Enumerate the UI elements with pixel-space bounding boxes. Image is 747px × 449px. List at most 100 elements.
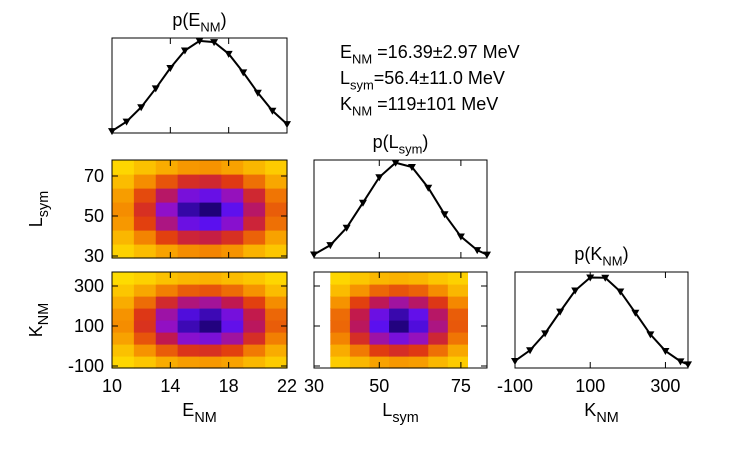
heatmap-cell bbox=[389, 272, 410, 285]
heatmap-cell bbox=[177, 272, 201, 285]
heatmap-cell bbox=[199, 284, 222, 297]
heatmap-cell bbox=[177, 202, 201, 217]
marker bbox=[616, 288, 625, 296]
heatmap-cell bbox=[199, 160, 222, 175]
heatmap-cell bbox=[243, 296, 266, 309]
panel bbox=[108, 37, 291, 136]
heatmap-cell bbox=[133, 216, 157, 231]
label-part: NM bbox=[194, 410, 216, 426]
heatmap-cell bbox=[155, 188, 179, 203]
x-tick-label: 100 bbox=[575, 376, 605, 396]
label-part: NM bbox=[200, 19, 220, 34]
marker bbox=[456, 233, 465, 241]
heatmap-cell bbox=[349, 320, 371, 333]
label-part: =119±101 MeV bbox=[372, 94, 498, 114]
heatmap-cell bbox=[265, 188, 288, 203]
heatmap-cell bbox=[133, 296, 157, 309]
heatmap-cell bbox=[243, 202, 266, 217]
y-tick-label: -100 bbox=[68, 356, 104, 376]
heatmap-cell bbox=[155, 284, 179, 297]
heatmap-cell bbox=[133, 188, 157, 203]
heatmap-cell bbox=[221, 216, 244, 231]
heatmap-cell bbox=[369, 308, 390, 321]
y-tick-label: 50 bbox=[84, 206, 104, 226]
label-part: sym bbox=[399, 141, 423, 156]
heatmap-cell bbox=[177, 160, 201, 175]
label-part: NM bbox=[352, 51, 372, 66]
heatmap-cell bbox=[177, 230, 201, 245]
panel: 30 50 70 bbox=[84, 159, 288, 266]
heatmap-cell bbox=[428, 344, 449, 357]
heatmap-cell bbox=[155, 244, 179, 259]
heatmap-cell bbox=[369, 320, 390, 333]
heatmap-cell bbox=[447, 356, 469, 369]
heatmap-cell bbox=[265, 356, 288, 369]
heatmap-cell bbox=[221, 160, 244, 175]
heatmap-cell bbox=[155, 174, 179, 189]
heatmap-cell bbox=[221, 230, 244, 245]
x-tick-label: 18 bbox=[219, 376, 239, 396]
heatmap-cell bbox=[177, 320, 201, 333]
panel: 30 50 75 bbox=[304, 271, 488, 396]
heatmap-cell bbox=[265, 174, 288, 189]
marker bbox=[122, 118, 131, 126]
heatmap-cell bbox=[330, 356, 351, 369]
label-part: E bbox=[182, 400, 194, 420]
marker bbox=[326, 242, 335, 250]
heatmap-cell bbox=[428, 272, 449, 285]
plot-frame bbox=[111, 271, 288, 369]
heatmap-cell bbox=[389, 320, 410, 333]
heatmap-cell bbox=[428, 332, 449, 345]
label-part: =16.39±2.97 MeV bbox=[372, 42, 519, 62]
label-part: L bbox=[382, 400, 392, 420]
heatmap-cell bbox=[199, 202, 222, 217]
heatmap-cell bbox=[155, 296, 179, 309]
label-part: sym bbox=[392, 410, 418, 426]
marker bbox=[601, 274, 610, 282]
curve bbox=[313, 161, 488, 256]
label-part: ) bbox=[623, 244, 629, 264]
y-tick-label: 100 bbox=[74, 316, 104, 336]
heatmap-cell bbox=[408, 284, 429, 297]
heatmap-cell bbox=[389, 296, 410, 309]
marker bbox=[375, 174, 384, 182]
heatmap-cell bbox=[177, 308, 201, 321]
heatmap-cell bbox=[155, 272, 179, 285]
label-part: NM bbox=[36, 303, 52, 325]
heatmap-cell bbox=[133, 244, 157, 259]
x-tick-label: 30 bbox=[304, 376, 324, 396]
heatmap-cell bbox=[177, 188, 201, 203]
heatmap-cell bbox=[428, 296, 449, 309]
heatmap-cell bbox=[221, 320, 244, 333]
heatmap-cell bbox=[447, 332, 469, 345]
x-tick-label: -100 bbox=[497, 376, 533, 396]
heatmap-cell bbox=[265, 272, 288, 285]
heatmap-cell bbox=[447, 296, 469, 309]
label-part: L bbox=[26, 217, 46, 227]
heatmap-cell bbox=[155, 230, 179, 245]
marker bbox=[224, 50, 233, 58]
heatmap-cell bbox=[112, 174, 135, 189]
heatmap-cell bbox=[408, 332, 429, 345]
heatmap-cell bbox=[133, 160, 157, 175]
heatmap-cell bbox=[349, 272, 371, 285]
heatmap-cell bbox=[349, 296, 371, 309]
heatmap-cell bbox=[199, 174, 222, 189]
heatmap-cell bbox=[221, 284, 244, 297]
heatmap-cell bbox=[330, 272, 351, 285]
heatmap-cell bbox=[155, 216, 179, 231]
heatmap-cell bbox=[112, 308, 135, 321]
label-part: =56.4±11.0 MeV bbox=[374, 68, 505, 88]
heatmap-cell bbox=[112, 344, 135, 357]
marker bbox=[631, 309, 640, 317]
marker bbox=[391, 159, 400, 167]
marker bbox=[239, 69, 248, 77]
heatmap-cell bbox=[428, 320, 449, 333]
label-part: sym bbox=[350, 77, 374, 92]
annotation: KNM =119±101 MeV bbox=[340, 94, 498, 118]
heatmap-cell bbox=[177, 344, 201, 357]
heatmap-cell bbox=[447, 320, 469, 333]
marker bbox=[137, 104, 146, 112]
heatmap-cell bbox=[221, 344, 244, 357]
